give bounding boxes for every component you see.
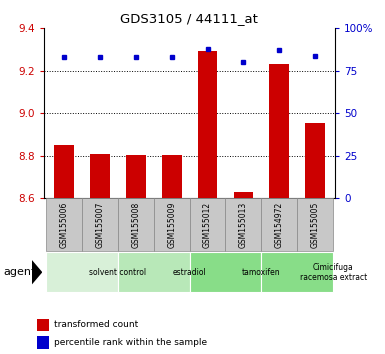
- Text: GSM155007: GSM155007: [95, 201, 104, 248]
- Bar: [162, 155, 182, 198]
- Bar: [37, 336, 49, 349]
- Text: GSM154972: GSM154972: [275, 202, 284, 248]
- Text: GSM155013: GSM155013: [239, 202, 248, 248]
- Text: percentile rank within the sample: percentile rank within the sample: [55, 338, 208, 347]
- Bar: [190, 252, 261, 292]
- Polygon shape: [32, 259, 42, 285]
- Text: transformed count: transformed count: [55, 320, 139, 330]
- Text: solvent control: solvent control: [89, 268, 146, 277]
- Text: GSM155012: GSM155012: [203, 202, 212, 248]
- Text: GSM155006: GSM155006: [60, 201, 69, 248]
- Bar: [270, 64, 289, 198]
- Bar: [305, 123, 325, 198]
- Bar: [198, 51, 218, 198]
- Bar: [118, 198, 154, 251]
- Text: GDS3105 / 44111_at: GDS3105 / 44111_at: [120, 12, 258, 25]
- Bar: [297, 198, 333, 251]
- Bar: [54, 145, 74, 198]
- Bar: [261, 252, 333, 292]
- Bar: [126, 155, 146, 198]
- Bar: [46, 252, 118, 292]
- Text: agent: agent: [4, 267, 36, 277]
- Bar: [118, 252, 190, 292]
- Text: GSM155005: GSM155005: [311, 201, 320, 248]
- Bar: [90, 154, 110, 198]
- Bar: [37, 319, 49, 331]
- Bar: [154, 198, 190, 251]
- Bar: [226, 198, 261, 251]
- Text: Cimicifuga
racemosa extract: Cimicifuga racemosa extract: [300, 263, 367, 282]
- Text: estradiol: estradiol: [173, 268, 206, 277]
- Bar: [82, 198, 118, 251]
- Bar: [261, 198, 297, 251]
- Bar: [234, 192, 253, 198]
- Text: tamoxifen: tamoxifen: [242, 268, 281, 277]
- Bar: [46, 198, 82, 251]
- Text: GSM155008: GSM155008: [131, 202, 140, 248]
- Bar: [190, 198, 226, 251]
- Text: GSM155009: GSM155009: [167, 201, 176, 248]
